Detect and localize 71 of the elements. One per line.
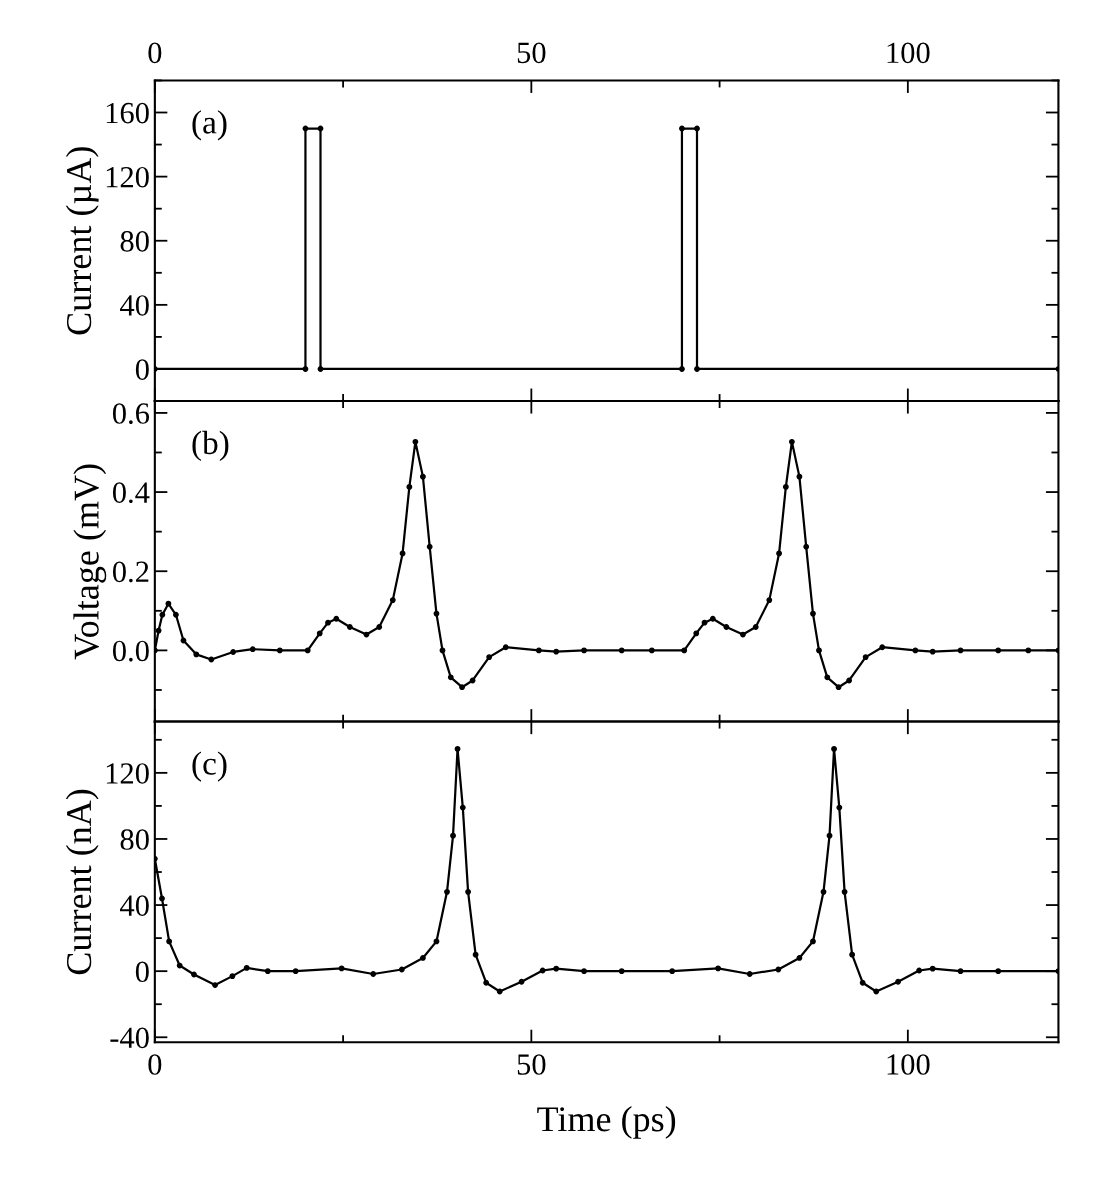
point <box>841 888 848 895</box>
point <box>212 982 218 988</box>
x-axis-title: Time (ps) <box>537 1106 676 1139</box>
y-tick-label: 0.6 <box>112 403 150 424</box>
point <box>895 978 901 985</box>
point <box>859 979 866 986</box>
point <box>820 888 827 895</box>
point <box>191 971 197 978</box>
point <box>433 938 440 945</box>
point <box>292 968 299 975</box>
point <box>338 965 345 972</box>
x-tick-label: 100 <box>887 1054 930 1075</box>
y-axis-title: Current (nA) <box>65 789 99 975</box>
point <box>459 804 466 811</box>
x2-tick-label: 50 <box>517 42 546 64</box>
point <box>775 966 782 973</box>
point <box>166 938 173 945</box>
point <box>831 745 837 752</box>
y-tick-label: 0 <box>135 359 149 380</box>
y-tick-label: 40 <box>120 295 149 316</box>
point <box>370 971 377 977</box>
point <box>483 979 490 986</box>
point <box>873 988 880 995</box>
point <box>810 938 816 945</box>
point <box>916 967 923 974</box>
y-axis-title: Voltage (mV) <box>73 464 107 660</box>
point <box>450 832 456 839</box>
point <box>176 962 183 969</box>
point <box>836 804 843 811</box>
point <box>465 888 472 895</box>
point <box>929 965 936 972</box>
y-tick-label: 0.2 <box>112 561 149 583</box>
annotation: (b) <box>192 430 229 462</box>
y-tick-label: 80 <box>120 829 149 850</box>
point <box>444 888 450 895</box>
point <box>539 967 546 974</box>
point <box>849 951 856 958</box>
point <box>472 951 479 958</box>
y-tick-label: 0.0 <box>112 640 149 662</box>
annotation: (a) <box>192 110 227 141</box>
point <box>746 971 753 977</box>
point <box>419 955 426 961</box>
y-tick-label: 120 <box>106 166 149 188</box>
point <box>995 968 1002 975</box>
y-tick-label: 0.4 <box>112 482 150 504</box>
y-tick-label: 40 <box>120 895 149 916</box>
y-tick-label: -40 <box>110 1027 149 1049</box>
point <box>454 745 461 752</box>
point <box>581 968 587 975</box>
annotation: (c) <box>192 751 227 782</box>
x-tick-label: 50 <box>517 1054 546 1075</box>
x2-tick-label: 100 <box>887 42 930 64</box>
y-tick-label: 120 <box>106 763 149 784</box>
point <box>159 895 165 902</box>
point <box>826 832 833 839</box>
point <box>518 978 525 985</box>
point <box>553 965 560 972</box>
y-tick-label: 160 <box>106 102 149 124</box>
y-tick-label: 80 <box>120 231 149 252</box>
point <box>398 966 405 973</box>
point <box>796 955 803 961</box>
point <box>618 968 625 975</box>
point <box>243 964 250 971</box>
point <box>496 988 503 995</box>
point <box>229 973 236 980</box>
point <box>715 965 722 972</box>
y-axis-title: Current (µA) <box>65 147 99 335</box>
point <box>957 968 964 975</box>
point <box>669 968 676 975</box>
y-tick-label: 0 <box>135 961 149 983</box>
point <box>264 968 271 975</box>
